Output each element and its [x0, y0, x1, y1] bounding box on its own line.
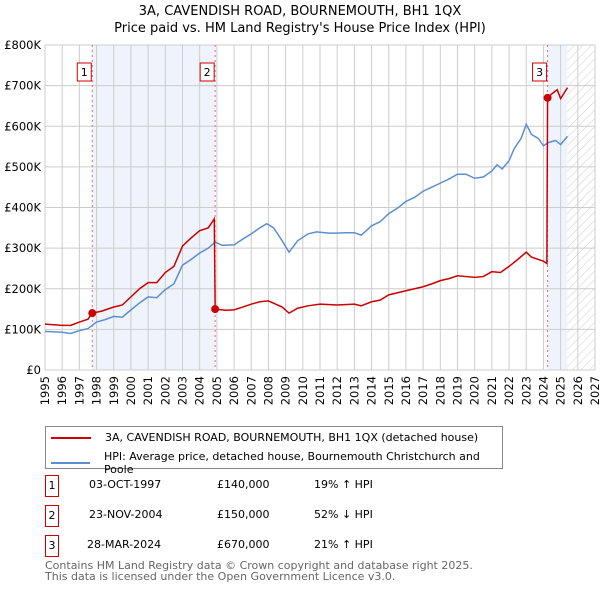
sale-price: £150,000 — [217, 508, 270, 521]
sale-date: 23-NOV-2004 — [89, 508, 163, 521]
sale-row: 1 03-OCT-1997 £140,000 19% ↑ HPI — [45, 475, 545, 497]
x-tick-label: 2004 — [193, 376, 207, 405]
sale-label-box — [199, 62, 215, 82]
price-chart: 1995 1996 1997 1998 1999 2000 2001 2002 2003 2004… — [4, 38, 600, 405]
legend-label: 3A, CAVENDISH ROAD, BOURNEMOUTH, BH1 1QX… — [105, 431, 479, 444]
x-tick-label: 2005 — [210, 376, 224, 405]
x-tick-label: 1997 — [72, 376, 86, 405]
x-tick-label: 2009 — [279, 376, 293, 405]
sale-number: 2 — [45, 505, 59, 527]
x-tick-label: 2013 — [347, 376, 361, 405]
x-tick-label: 1995 — [38, 376, 52, 405]
sale-hpi: 19% ↑ HPI — [314, 478, 373, 491]
sale-label: 1 — [81, 66, 88, 79]
x-tick-label: 2014 — [365, 376, 379, 405]
series-line — [44, 87, 569, 327]
sale-date: 03-OCT-1997 — [89, 478, 162, 491]
subtitle-line: Price paid vs. HM Land Registry's House … — [114, 21, 486, 36]
x-tick-label: 2016 — [399, 376, 413, 405]
title-line: 3A, CAVENDISH ROAD, BOURNEMOUTH, BH1 1QX — [138, 4, 462, 19]
legend-item-property: 3A, CAVENDISH ROAD, BOURNEMOUTH, BH1 1QX… — [51, 431, 478, 444]
y-tick-label: £200K — [4, 282, 41, 296]
x-tick-label: 2011 — [313, 376, 327, 405]
footer-licence: This data is licensed under the Open Gov… — [45, 570, 396, 583]
x-tick-label: 2018 — [433, 376, 447, 405]
x-tick-label: 2017 — [416, 376, 430, 405]
x-tick-label: 2002 — [158, 376, 172, 405]
sale-point — [211, 305, 220, 314]
sale-hpi: 21% ↑ HPI — [314, 538, 373, 551]
x-tick-label: 2023 — [519, 376, 533, 405]
x-tick-label: 1998 — [90, 376, 104, 405]
x-tick-label: 2001 — [141, 376, 155, 405]
chart-title: 3A, CAVENDISH ROAD, BOURNEMOUTH, BH1 1QX… — [0, 3, 600, 37]
x-tick-label: 2015 — [382, 376, 396, 405]
sale-label: 2 — [204, 66, 211, 79]
sale-price: £670,000 — [217, 538, 270, 551]
x-tick-label: 2024 — [536, 376, 550, 405]
x-tick-label: 1999 — [107, 376, 121, 405]
sale-point — [88, 309, 97, 318]
sale-label: 3 — [536, 66, 543, 79]
sale-hpi: 52% ↓ HPI — [314, 508, 373, 521]
y-tick-label: £600K — [4, 119, 41, 133]
x-tick-label: 2027 — [588, 376, 600, 405]
x-tick-label: 2003 — [176, 376, 190, 405]
sale-number: 1 — [45, 475, 59, 497]
x-tick-label: 2020 — [468, 376, 482, 405]
red-line-swatch — [51, 436, 91, 439]
x-tick-label: 2007 — [244, 376, 258, 405]
x-tick-label: 1996 — [55, 376, 69, 405]
y-tick-label: £800K — [4, 38, 41, 52]
series-line — [44, 122, 569, 335]
x-tick-label: 2021 — [485, 376, 499, 405]
x-tick-label: 2025 — [554, 376, 568, 405]
y-tick-label: £500K — [4, 160, 41, 174]
sale-label-box — [76, 62, 92, 82]
legend-label: HPI: Average price, detached house, Bour… — [103, 450, 480, 476]
sale-date: 28-MAR-2024 — [87, 538, 162, 551]
blue-line-swatch — [51, 462, 90, 464]
sale-point — [543, 93, 552, 102]
sale-label-box — [532, 62, 548, 82]
x-tick-label: 2000 — [124, 376, 138, 405]
sale-row: 3 28-MAR-2024 £670,000 21% ↑ HPI — [45, 535, 545, 557]
x-tick-label: 2012 — [330, 376, 344, 405]
x-tick-label: 2019 — [451, 376, 465, 405]
y-tick-label: £100K — [4, 322, 41, 336]
x-tick-label: 2022 — [502, 376, 516, 405]
x-tick-label: 2010 — [296, 376, 310, 405]
y-tick-label: £0 — [26, 363, 41, 377]
legend-item-hpi: HPI: Average price, detached house, Bour… — [51, 450, 502, 476]
y-tick-label: £700K — [4, 79, 41, 93]
footer: Contains HM Land Registry data © Crown c… — [45, 560, 473, 582]
x-tick-label: 2026 — [571, 376, 585, 405]
footer-copyright: Contains HM Land Registry data © Crown c… — [45, 559, 473, 572]
x-tick-label: 2008 — [261, 376, 275, 405]
sale-row: 2 23-NOV-2004 £150,000 52% ↓ HPI — [45, 505, 545, 527]
sale-number: 3 — [45, 535, 59, 557]
legend: 3A, CAVENDISH ROAD, BOURNEMOUTH, BH1 1QX… — [45, 426, 503, 476]
sale-price: £140,000 — [217, 478, 270, 491]
x-tick-label: 2006 — [227, 376, 241, 405]
y-tick-label: £400K — [4, 201, 41, 215]
y-tick-label: £300K — [4, 241, 41, 255]
